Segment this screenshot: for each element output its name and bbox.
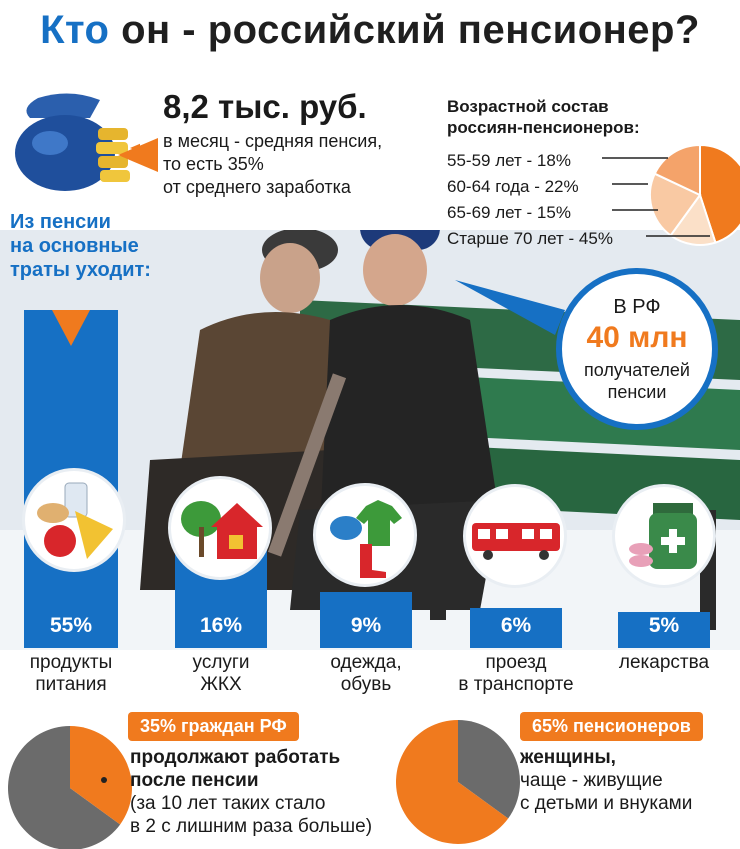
age-row: 55-59 лет - 18% [447, 151, 571, 170]
bar-percent: 5% [648, 614, 680, 637]
label-line: лекарства [618, 652, 710, 673]
pension-desc-line: от среднего заработка [163, 177, 351, 197]
working-text: продолжают работать после пенсии (за 10 … [130, 746, 380, 838]
label-line: услуги [192, 652, 250, 673]
age-row: 60-64 года - 22% [447, 177, 579, 196]
women-pie-chart [395, 720, 520, 844]
women-badge: 65% пенсионеров [520, 712, 703, 741]
working-pie-slices [8, 726, 132, 849]
recipients-text: пенсии [607, 382, 667, 402]
working-bold: после пенсии [130, 770, 259, 791]
recipients-line: В РФ [613, 296, 661, 318]
house-icon [168, 476, 272, 580]
women-slice-rest [458, 720, 520, 819]
category-label-clothing: одежда, обувь [305, 652, 427, 696]
working-badge: 35% граждан РФ [128, 712, 299, 741]
bar-transport: 6% [470, 608, 562, 648]
pension-desc-line: в месяц - средняя пенсия, [163, 131, 383, 151]
label-line: продукты [29, 652, 113, 673]
recipients-text: получателей [584, 360, 690, 380]
spending-title-line: Из пенсии [10, 211, 111, 233]
spending-title-line: на основные [10, 235, 139, 257]
women-bold: женщины, [520, 747, 616, 768]
age-pie-slices [649, 143, 740, 246]
page-title: Кто он - российский пенсионер? [0, 8, 740, 53]
bar-percent: 9% [350, 614, 382, 637]
working-pie-chart [8, 726, 132, 849]
women-slice-percent [395, 720, 509, 844]
age-title-line: россиян-пенсионеров: [447, 118, 640, 137]
recipients-count: 40 млн [586, 321, 688, 354]
age-row: 65-69 лет - 15% [447, 203, 571, 222]
working-slice-percent [70, 726, 132, 825]
pension-description: в месяц - средняя пенсия, то есть 35% от… [163, 130, 423, 199]
label-line: ЖКХ [200, 674, 242, 695]
down-arrow-icon [52, 310, 90, 346]
bar-percent: 16% [199, 614, 243, 637]
title-highlight: Кто [40, 8, 110, 52]
category-label-utilities: услуги ЖКХ [160, 652, 282, 696]
label-line: обувь [340, 674, 392, 695]
bar-percent: 6% [500, 614, 532, 637]
category-label-transport: проезд в транспорте [445, 652, 587, 696]
age-slice-55-59 [653, 143, 701, 197]
age-pie-chart [602, 143, 740, 246]
wallet-icon [15, 93, 140, 191]
pointer-arrow-icon [118, 138, 158, 172]
bar-medicine: 5% [618, 612, 710, 648]
label-line: проезд [485, 652, 547, 673]
clothing-icon [313, 483, 417, 587]
women-note: с детьми и внуками [520, 793, 693, 814]
spending-title: Из пенсии на основные траты уходит: [10, 210, 160, 282]
title-rest: он - российский пенсионер? [109, 8, 700, 52]
average-pension-amount: 8,2 тыс. руб. [163, 88, 367, 125]
category-label-food: продукты питания [10, 652, 132, 696]
age-title-line: Возрастной состав [447, 97, 609, 116]
working-note: в 2 с лишним раза больше) [130, 816, 373, 837]
pension-desc-line: то есть 35% [163, 154, 264, 174]
recipients-badge: В РФ 40 млн получателей пенсии [556, 268, 718, 430]
women-note: чаще - живущие [520, 770, 663, 791]
pointer-dot [101, 777, 107, 783]
recipients-line: получателей пенсии [562, 359, 712, 403]
spending-title-line: траты уходит: [10, 259, 151, 281]
age-row: Старше 70 лет - 45% [447, 229, 613, 248]
callout-pointer [455, 280, 565, 335]
label-line: одежда, [330, 652, 402, 673]
working-slice-rest [8, 726, 121, 849]
bar-percent: 55% [49, 614, 93, 637]
women-text: женщины, чаще - живущие с детьми и внука… [520, 746, 735, 815]
working-note: (за 10 лет таких стало [130, 793, 326, 814]
age-composition-title: Возрастной состав россиян-пенсионеров: [447, 96, 687, 138]
bar-clothing: 9% [320, 592, 412, 648]
medicine-icon [612, 484, 716, 588]
food-icon [22, 468, 126, 572]
label-line: в транспорте [458, 674, 574, 695]
working-bold: продолжают работать [130, 747, 341, 768]
category-label-medicine: лекарства [603, 652, 725, 674]
age-slice-70-plus [699, 143, 740, 244]
tram-icon [463, 484, 567, 588]
label-line: питания [35, 674, 107, 695]
women-pie-slices [395, 720, 520, 844]
